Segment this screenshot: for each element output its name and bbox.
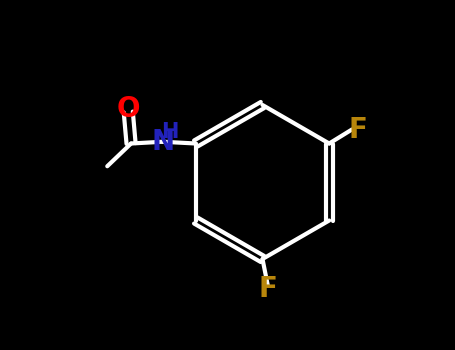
Text: H: H	[162, 122, 179, 142]
Text: O: O	[116, 95, 140, 123]
Text: F: F	[349, 116, 368, 144]
Text: F: F	[258, 275, 277, 303]
Text: N: N	[151, 128, 174, 156]
